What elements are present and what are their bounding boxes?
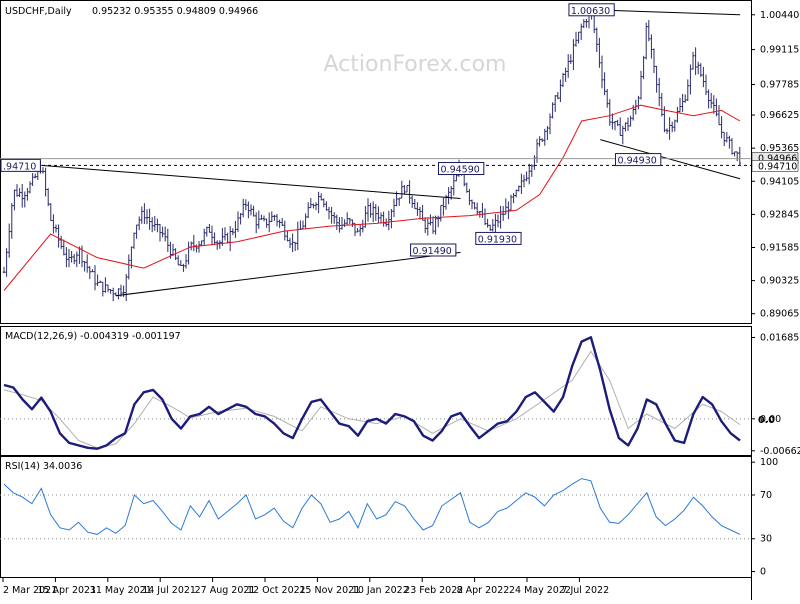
watermark: ActionForex.com [324,52,507,77]
macd-right-marker: 0.0 [758,415,775,426]
level-label-box [410,243,457,257]
x-tick-label: 24 May 2022 [509,585,571,596]
ohlc-values: 0.95232 0.95355 0.94809 0.94966 [92,6,258,17]
rsi-panel-frame [0,456,752,578]
x-tick-label: 10 Jan 2022 [352,585,409,596]
trendline [590,9,741,16]
price-ytick-label: 0.96625 [760,110,799,121]
level-label-box [568,3,615,17]
x-tick-label: 15 Apr 2021 [37,585,96,596]
price-ytick-label: 0.92845 [760,209,799,220]
macd-ytick-label: 0.016856 [760,332,800,343]
trendline [41,164,461,199]
level-label: 0.91930 [478,234,517,245]
moving-average-line [3,104,741,291]
grid-lines [0,418,751,540]
macd-ytick-label: 0.00 [760,414,781,425]
x-tick-label: 8 Apr 2022 [457,585,510,596]
macd-title: MACD(12,26,9) -0.004319 -0.001197 [5,331,181,342]
level-tag [751,160,799,172]
macd-signal-line [3,350,741,449]
price-ytick-label: 0.99115 [760,45,799,56]
level-label-box [438,162,485,176]
x-tick-label: 2 Mar 2021 [3,585,57,596]
current-price-value: 0.94966 [758,154,797,165]
price-ytick-label: 1.00440 [760,10,799,21]
price-ytick-label: 0.95365 [760,143,799,154]
level-label: 0.94930 [618,156,657,167]
symbol-header: USDCHF,Daily [5,6,72,17]
level-label: 1.00630 [571,6,610,17]
macd-ytick-label: -0.006629 [760,446,800,457]
rsi-ytick-label: 0 [760,567,766,578]
x-tick-label: 31 May 2021 [90,585,152,596]
macd-panel-frame [0,326,752,456]
rsi-line [3,478,741,535]
trendline [600,139,741,180]
price-ytick-label: 0.97785 [760,80,799,91]
level-label: 0.91490 [413,246,452,257]
price-ytick-label: 0.89065 [760,309,799,320]
level-tag-value: 0.94710 [758,161,797,172]
level-label: 0.94590 [441,165,480,176]
macd-line [3,336,741,450]
x-tick-label: 14 Jul 2021 [142,585,196,596]
price-ytick-label: 0.91585 [760,242,799,253]
level-labels: .94710 0.91490 0.91930 0.94590 1.00630 0.9493… [0,3,662,257]
price-ytick-label: 0.90325 [760,276,799,287]
trendline [115,251,461,297]
level-label: .94710 [3,161,36,172]
level-label-box [615,153,662,167]
rsi-ytick-label: 100 [760,457,778,468]
level-label-box [475,231,522,245]
axis-ticks: 1.00440 0.99115 0.97785 0.96625 0.95365 0.941… [2,10,800,596]
x-tick-label: 25 Nov 2021 [299,585,360,596]
x-tick-label: 12 Oct 2021 [247,585,306,596]
price-ytick-label: 0.94105 [760,176,799,187]
rsi-ytick-label: 30 [760,534,772,545]
x-tick-label: 27 Aug 2021 [195,585,256,596]
x-tick-label: 7 Jul 2022 [561,585,609,596]
x-tick-label: 23 Feb 2022 [404,585,463,596]
rsi-title: RSI(14) 34.0036 [5,461,82,472]
price-bars [2,3,742,302]
level-label-box [0,158,41,172]
rsi-ytick-label: 70 [760,490,772,501]
